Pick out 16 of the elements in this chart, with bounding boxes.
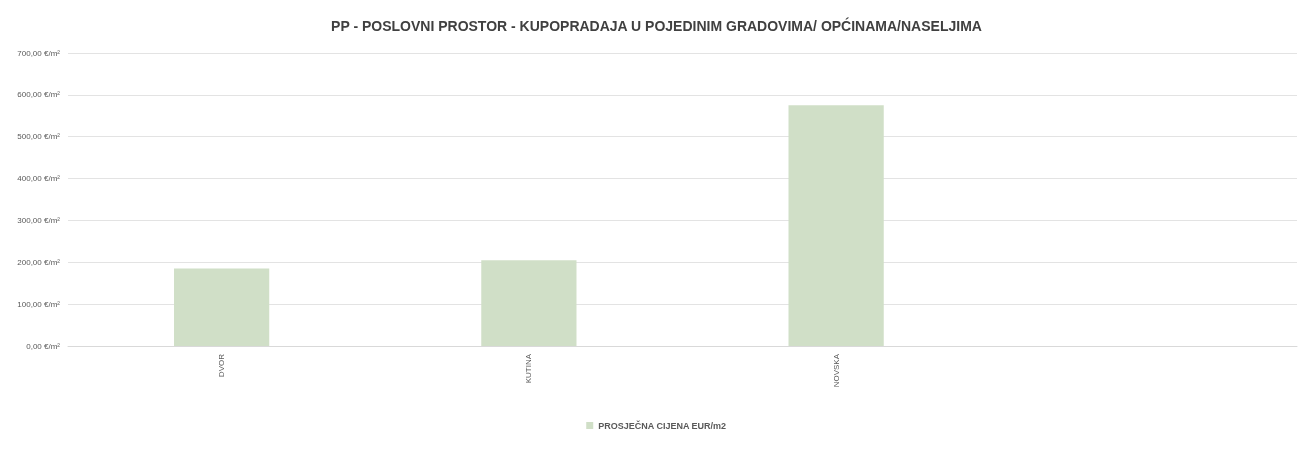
- bar: [481, 260, 577, 346]
- legend-label: PROSJEČNA CIJENA EUR/m2: [598, 419, 727, 431]
- chart-title: PP - POSLOVNI PROSTOR - KUPOPRADAJA U POJEDINIM GRADOVIMA/ OPĆINAMA/NASELJIMA: [331, 17, 982, 34]
- x-tick-label: NOVSKA: [831, 353, 841, 388]
- y-tick-label: 600,00 €/m²: [17, 90, 61, 100]
- x-tick-label: DVOR: [217, 353, 227, 378]
- y-tick-label: 0,00 €/m²: [26, 341, 61, 351]
- bar: [788, 105, 884, 346]
- y-tick-label: 500,00 €/m²: [17, 132, 61, 142]
- y-tick-label: 200,00 €/m²: [17, 257, 61, 267]
- x-tick-label: KUTINA: [524, 353, 534, 384]
- y-tick-label: 400,00 €/m²: [17, 174, 61, 184]
- y-tick-label: 300,00 €/m²: [17, 215, 61, 225]
- bar: [174, 268, 270, 346]
- y-tick-label: 100,00 €/m²: [17, 299, 61, 309]
- y-tick-label: 700,00 €/m²: [17, 48, 61, 58]
